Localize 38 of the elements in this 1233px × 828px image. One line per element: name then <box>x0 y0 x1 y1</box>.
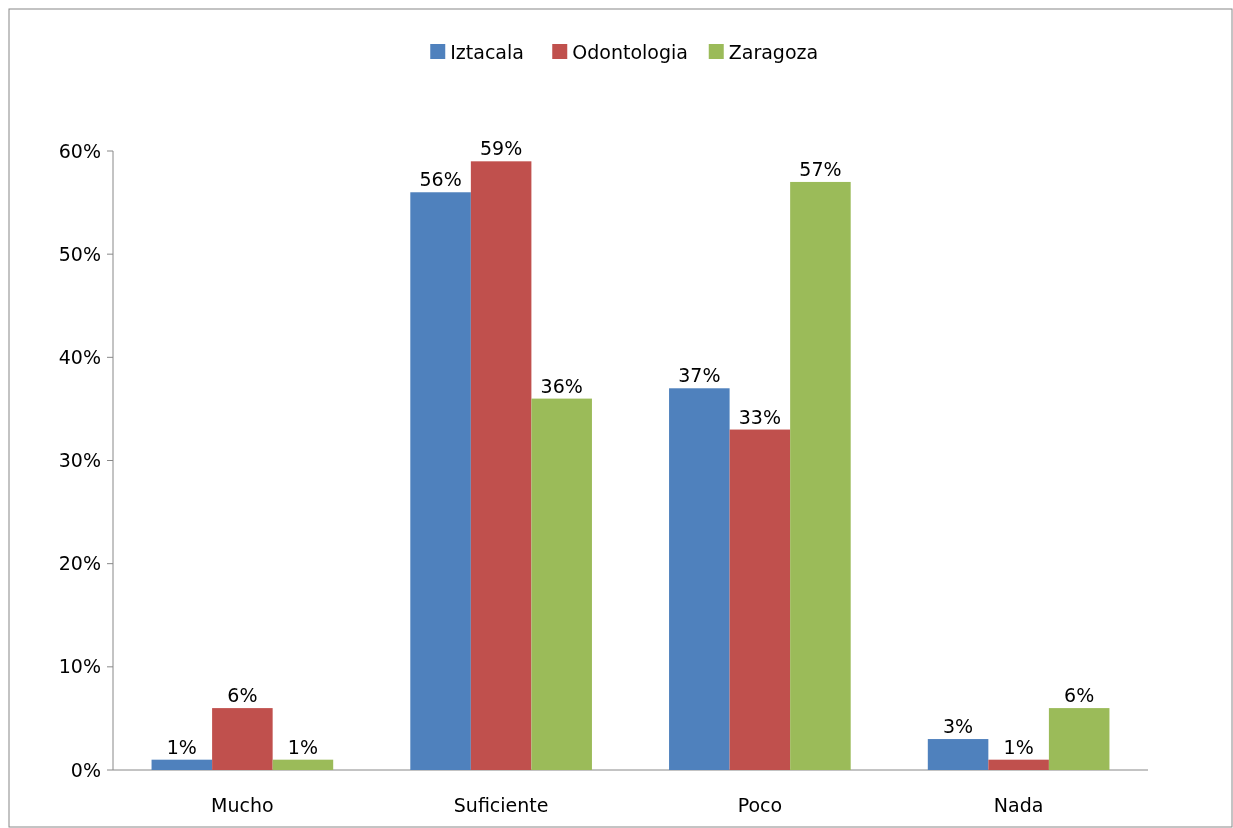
data-label: 57% <box>799 157 842 180</box>
bar <box>272 759 334 770</box>
data-label: 59% <box>480 137 523 160</box>
y-tick-label: 50% <box>58 242 101 265</box>
y-tick-label: 10% <box>58 655 101 678</box>
bar <box>531 398 592 770</box>
legend-label: Iztacala <box>450 40 524 63</box>
bar <box>988 759 1049 770</box>
bar <box>790 181 851 770</box>
y-tick-label: 60% <box>58 139 101 162</box>
legend-label: Zaragoza <box>728 40 819 63</box>
bar <box>729 429 791 770</box>
bar <box>151 759 213 770</box>
x-tick-label: Poco <box>737 794 783 816</box>
y-tick-label: 40% <box>58 345 101 368</box>
bar <box>410 192 471 770</box>
legend-label: Odontologia <box>572 40 688 63</box>
y-tick-label: 30% <box>58 449 101 472</box>
data-label: 6% <box>227 684 258 707</box>
x-tick-label: Mucho <box>211 794 274 816</box>
data-label: 1% <box>166 735 197 758</box>
data-label: 56% <box>419 168 462 191</box>
bar <box>669 388 730 770</box>
y-tick-label: 20% <box>58 552 101 575</box>
data-label: 33% <box>738 405 781 428</box>
data-label: 36% <box>540 374 583 397</box>
bar <box>212 708 273 770</box>
data-label: 6% <box>1064 684 1095 707</box>
y-tick-label: 0% <box>70 758 101 781</box>
x-tick-label: Suficiente <box>453 794 549 816</box>
bar <box>1048 708 1110 770</box>
data-label: 1% <box>1003 735 1034 758</box>
data-label: 37% <box>678 364 721 387</box>
data-label: 3% <box>943 715 974 738</box>
x-tick-label: Nada <box>993 794 1044 816</box>
bar <box>470 161 532 770</box>
bar <box>927 739 989 770</box>
data-label: 1% <box>287 735 318 758</box>
